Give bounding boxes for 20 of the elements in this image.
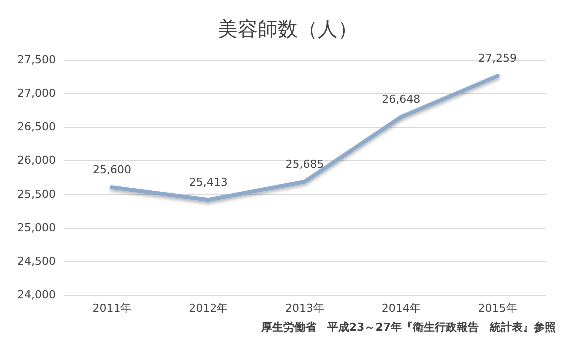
x-tick-label: 2013年 (286, 302, 324, 315)
y-tick-label: 25,500 (18, 188, 56, 201)
y-tick-label: 27,500 (18, 54, 56, 66)
x-tick-label: 2014年 (382, 302, 421, 315)
x-tick-label: 2011年 (92, 302, 132, 315)
data-label: 27,259 (478, 52, 518, 66)
data-label: 25,600 (92, 164, 132, 177)
chart-title: 美容師数（人） (218, 17, 358, 41)
data-label: 25,413 (189, 176, 228, 190)
data-label: 26,648 (382, 93, 421, 106)
y-tick-label: 24,000 (18, 288, 56, 302)
y-tick-label: 24,500 (18, 254, 56, 268)
y-tick-label: 25,000 (18, 221, 56, 234)
text: 厚生労働省 平成23～27年『衛生行政報告 統計表』参照 (260, 321, 556, 334)
x-tick-label: 2015年 (478, 302, 518, 315)
x-tick-label: 2012年 (189, 302, 228, 315)
data-label: 25,685 (286, 158, 324, 171)
y-tick-label: 26,000 (18, 154, 56, 168)
y-tick-label: 27,000 (18, 87, 56, 100)
y-tick-label: 26,500 (18, 120, 56, 134)
